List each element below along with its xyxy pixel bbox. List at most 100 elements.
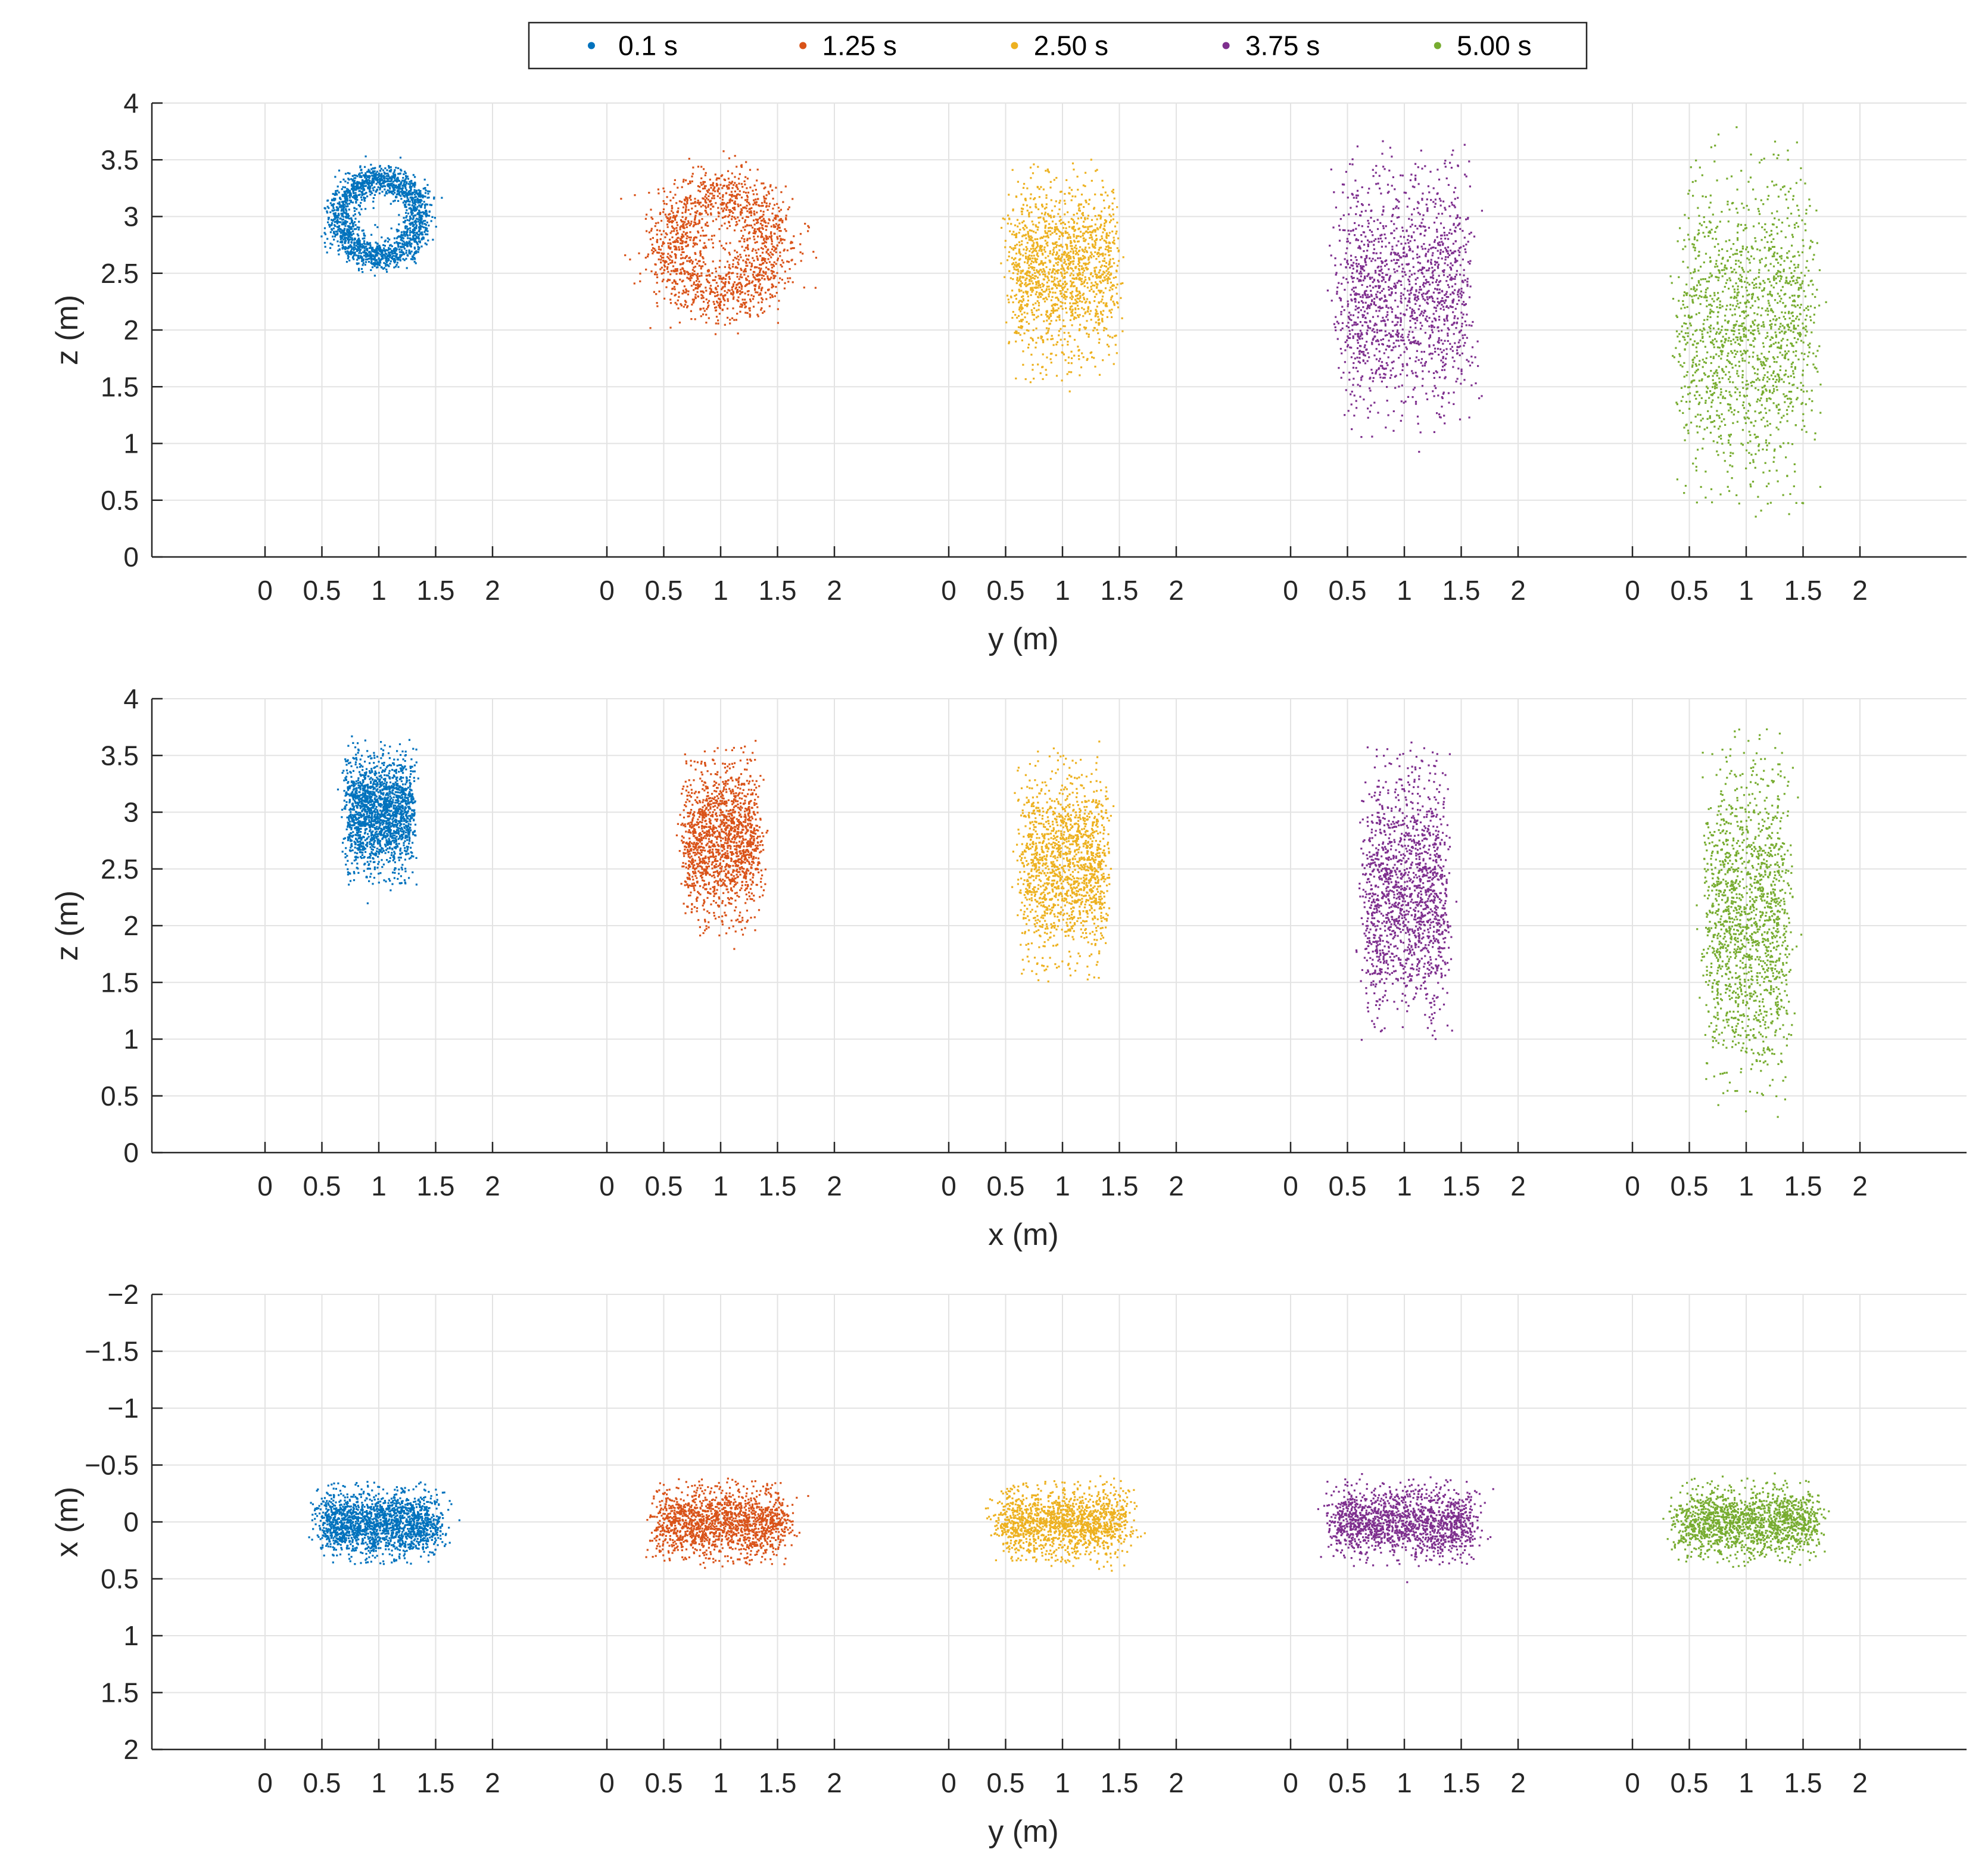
scatter-point <box>712 182 715 184</box>
scatter-point <box>397 200 400 202</box>
scatter-point <box>358 245 360 247</box>
scatter-point <box>343 234 345 236</box>
scatter-point <box>749 261 751 264</box>
scatter-point <box>700 294 703 296</box>
scatter-point <box>1060 301 1062 303</box>
scatter-point <box>1085 326 1088 329</box>
scatter-point <box>1096 274 1098 276</box>
scatter-point <box>1075 317 1077 319</box>
scatter-point <box>1099 217 1102 220</box>
scatter-point <box>1076 222 1079 225</box>
scatter-point <box>1088 277 1090 279</box>
scatter-point <box>362 174 365 176</box>
scatter-point <box>1411 287 1413 289</box>
scatter-point <box>405 175 407 177</box>
scatter-point <box>1112 300 1114 303</box>
scatter-point <box>420 217 423 220</box>
scatter-point <box>329 211 332 213</box>
scatter-point <box>371 248 373 250</box>
scatter-point <box>344 200 347 202</box>
scatter-point <box>413 254 415 256</box>
scatter-point <box>1048 227 1050 229</box>
scatter-point <box>388 167 390 169</box>
scatter-point <box>355 175 357 177</box>
scatter-point <box>728 225 731 227</box>
scatter-point <box>338 169 341 172</box>
scatter-point <box>338 228 341 230</box>
scatter-point <box>345 261 348 263</box>
scatter-point <box>1079 279 1082 281</box>
scatter-point <box>1116 206 1118 208</box>
scatter-point <box>1080 259 1083 261</box>
scatter-point <box>1102 279 1104 282</box>
scatter-point <box>789 277 792 279</box>
scatter-point <box>680 225 683 228</box>
scatter-point <box>724 216 726 218</box>
scatter-point <box>344 193 346 195</box>
scatter-point <box>351 228 353 230</box>
scatter-point <box>700 182 702 184</box>
scatter-point <box>405 252 407 254</box>
scatter-point <box>1058 334 1060 337</box>
scatter-point <box>342 223 345 226</box>
scatter-point <box>747 216 749 218</box>
scatter-point <box>373 251 375 253</box>
scatter-point <box>357 188 360 190</box>
scatter-point <box>359 186 362 188</box>
scatter-point <box>326 210 328 213</box>
scatter-point <box>684 200 686 202</box>
scatter-point <box>1111 265 1113 267</box>
scatter-point <box>1071 281 1073 284</box>
scatter-point <box>358 190 360 192</box>
scatter-point <box>405 257 407 260</box>
scatter-point <box>665 286 668 288</box>
scatter-point <box>662 242 664 245</box>
scatter-point <box>694 318 696 320</box>
scatter-point <box>665 203 668 206</box>
scatter-point <box>346 188 348 190</box>
scatter-point <box>1095 229 1097 231</box>
scatter-point <box>740 288 743 290</box>
scatter-point <box>672 211 674 214</box>
scatter-point <box>1416 256 1419 259</box>
scatter-point <box>1036 269 1038 272</box>
scatter-point <box>1105 236 1108 238</box>
scatter-point <box>736 276 739 278</box>
scatter-point <box>1027 235 1030 237</box>
scatter-point <box>685 206 687 208</box>
scatter-point <box>768 218 770 220</box>
scatter-point <box>362 264 364 266</box>
scatter-point <box>681 248 684 250</box>
scatter-point <box>1068 390 1071 393</box>
scatter-point <box>1021 295 1023 298</box>
scatter-point <box>656 239 659 241</box>
scatter-point <box>1066 267 1068 269</box>
scatter-point <box>1064 251 1067 254</box>
scatter-point <box>1093 357 1095 359</box>
scatter-point <box>674 245 677 248</box>
scatter-point <box>1098 301 1100 304</box>
scatter-point <box>725 203 728 206</box>
scatter-point <box>765 235 767 237</box>
scatter-point <box>350 251 352 253</box>
scatter-point <box>747 191 750 194</box>
scatter-point <box>407 242 410 245</box>
scatter-point <box>776 203 778 205</box>
scatter-point <box>1121 317 1123 319</box>
scatter-point <box>656 302 658 304</box>
scatter-point <box>381 191 384 193</box>
scatter-point <box>769 296 772 298</box>
scatter-point <box>360 257 363 259</box>
scatter-point <box>747 201 750 204</box>
scatter-point <box>394 200 396 202</box>
scatter-point <box>1040 186 1042 188</box>
scatter-point <box>417 213 420 215</box>
scatter-point <box>756 266 758 269</box>
scatter-point <box>363 232 365 235</box>
scatter-point <box>684 272 686 275</box>
scatter-point <box>714 333 717 335</box>
scatter-point <box>1026 291 1029 293</box>
scatter-point <box>756 222 758 225</box>
scatter-point <box>1037 282 1040 284</box>
scatter-point <box>1102 260 1104 262</box>
